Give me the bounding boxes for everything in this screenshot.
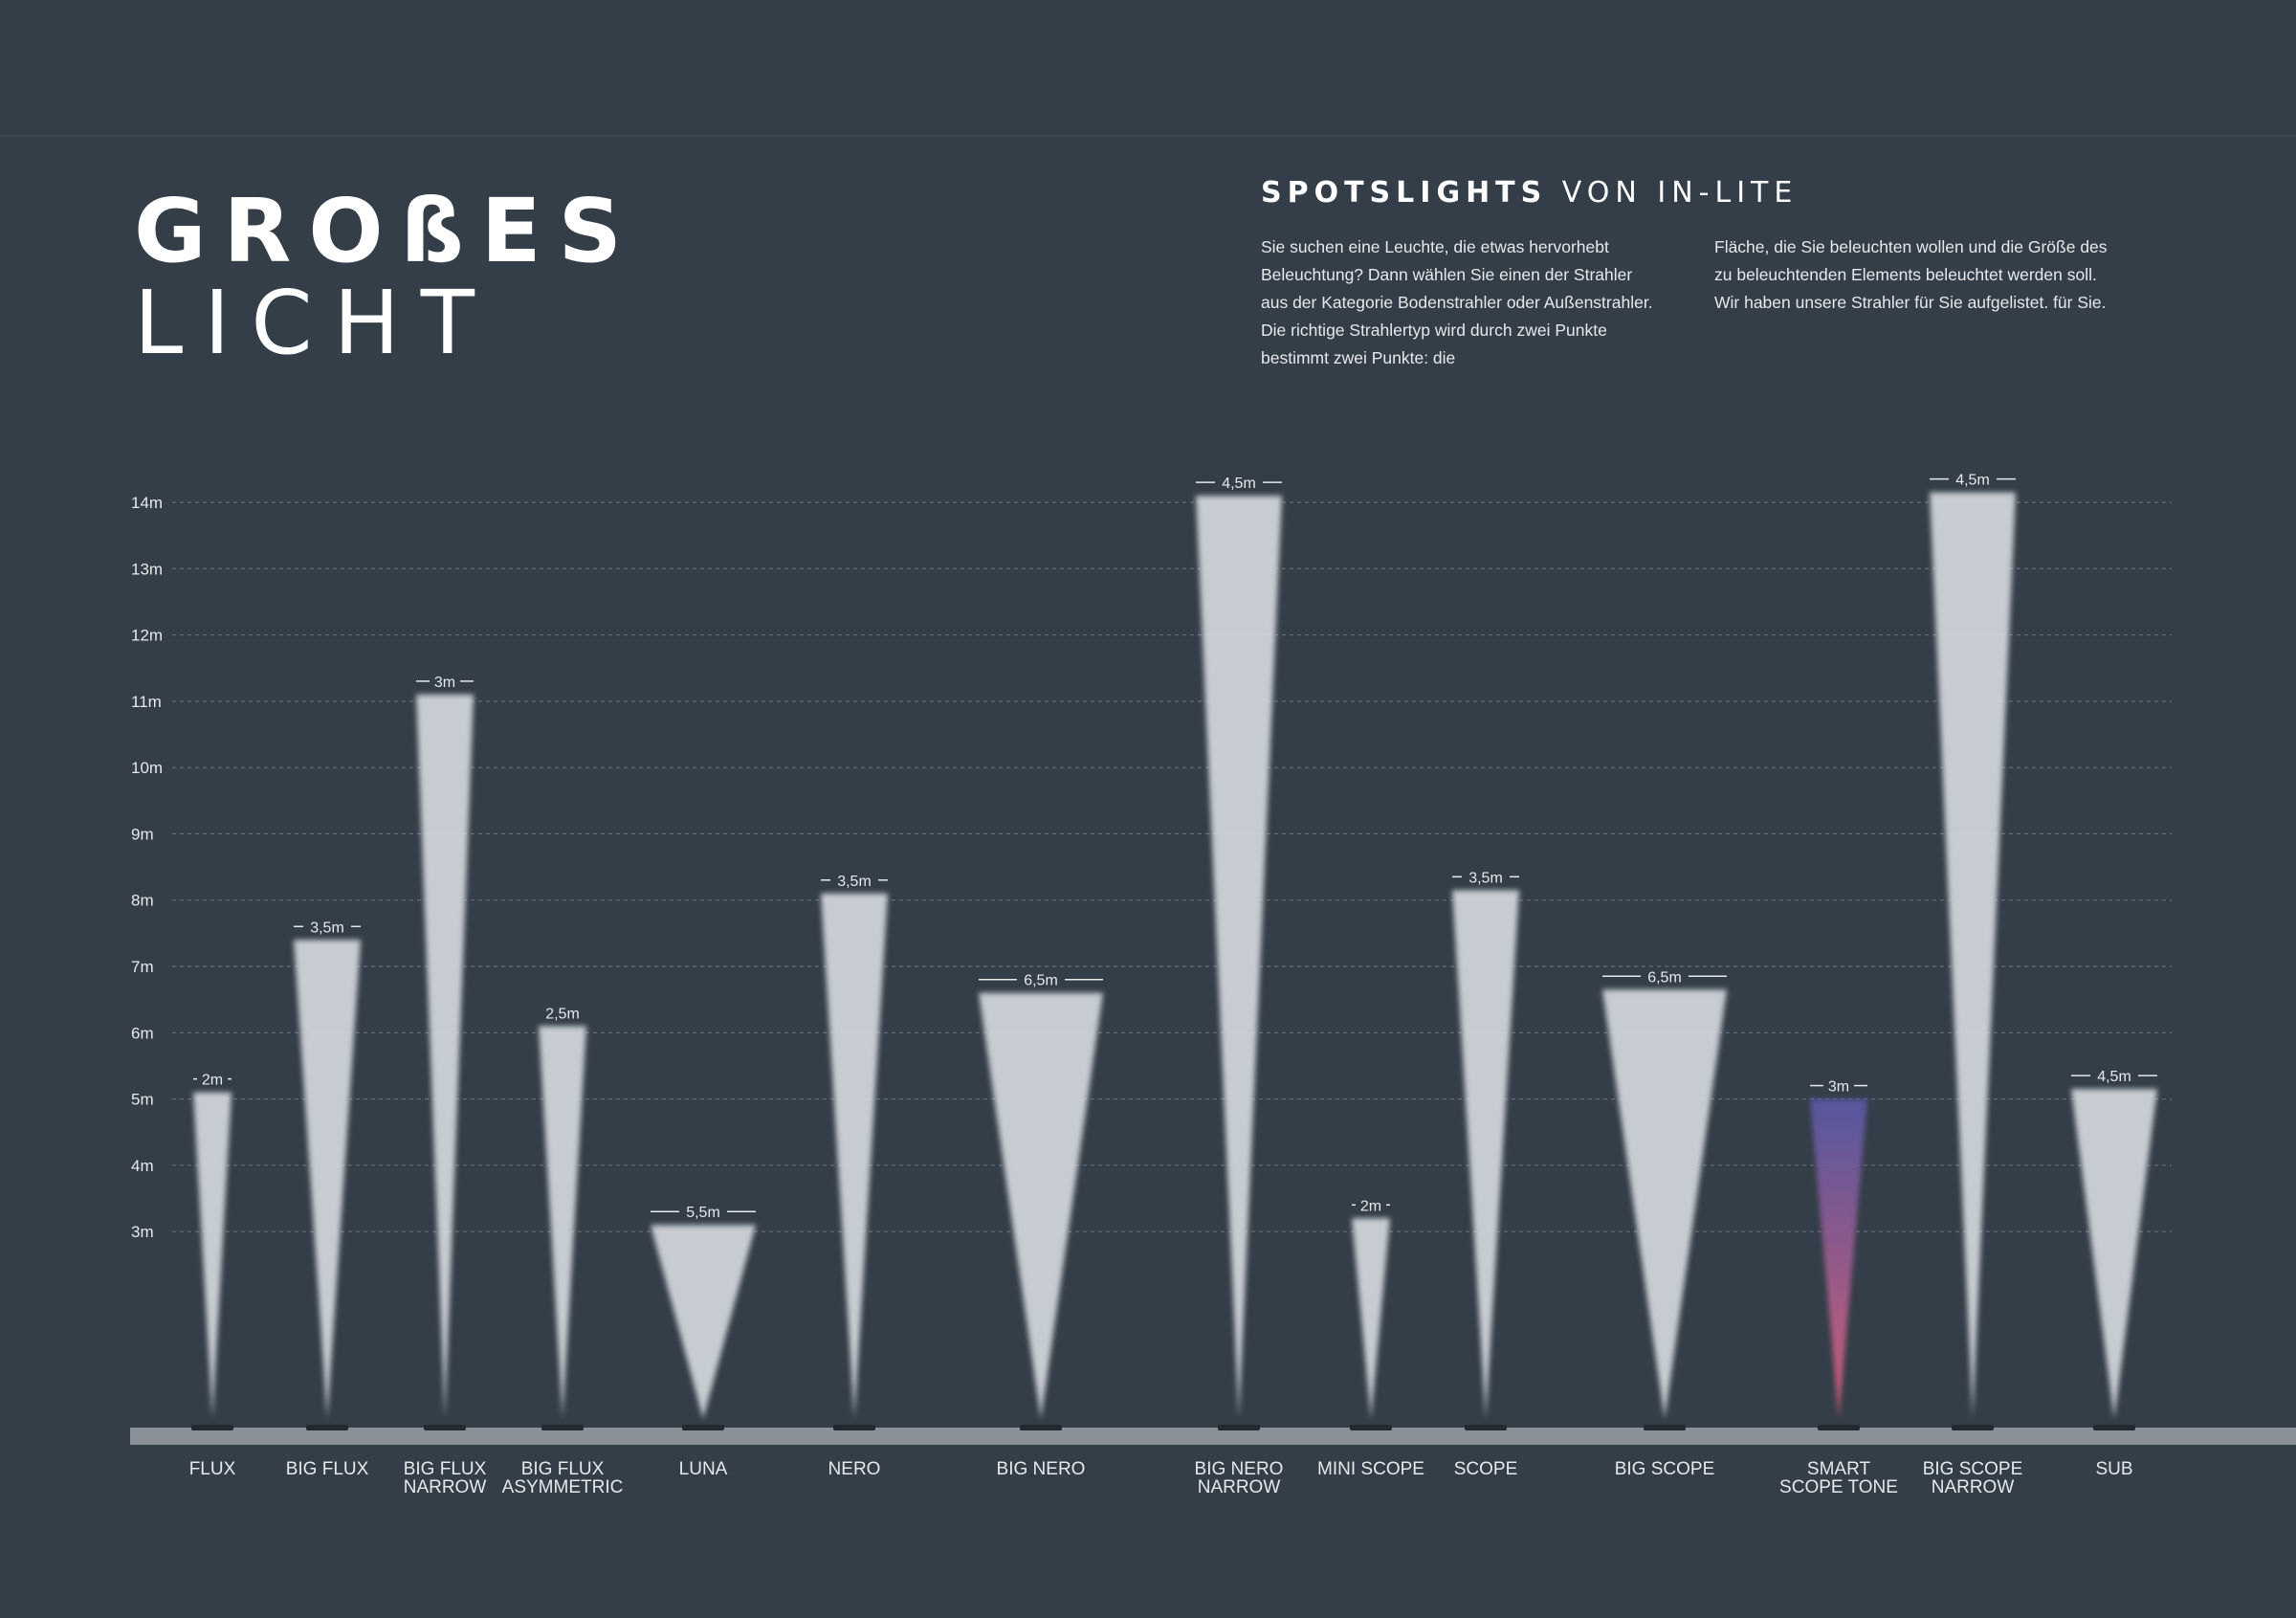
y-tick-label: 8m — [131, 892, 154, 910]
fixture-12 — [1952, 1425, 1994, 1430]
intro-column-2: Fläche, die Sie beleuchten wollen und di… — [1714, 237, 2108, 312]
y-tick-label: 11m — [131, 693, 162, 711]
title-line-1: GROßES — [134, 180, 639, 282]
product-name: LUNA — [679, 1459, 728, 1479]
beam-9 — [1452, 890, 1519, 1419]
product-name: NERO — [828, 1459, 881, 1479]
product-name: NARROW — [404, 1477, 487, 1497]
fixture-2 — [424, 1425, 466, 1430]
y-tick-label: 10m — [131, 759, 163, 777]
beam-2 — [416, 694, 474, 1419]
fixture-4 — [682, 1425, 724, 1430]
y-tick-label: 5m — [131, 1091, 154, 1109]
fixture-1 — [306, 1425, 348, 1430]
heading-bold: SPOTSLIGHTS — [1261, 176, 1548, 210]
width-label: 4,5m — [1955, 473, 1990, 489]
product-name: ASYMMETRIC — [502, 1477, 624, 1497]
width-label: 3m — [1828, 1079, 1849, 1096]
width-label: 2m — [1360, 1198, 1381, 1214]
fixture-13 — [2093, 1425, 2135, 1430]
width-label: 4,5m — [1222, 476, 1256, 492]
product-name: SUB — [2095, 1459, 2132, 1479]
fixture-3 — [541, 1425, 584, 1430]
width-label: 2,5m — [545, 1006, 580, 1022]
product-name: BIG NERO — [997, 1459, 1086, 1479]
width-label: 5,5m — [686, 1205, 720, 1221]
beam-4 — [651, 1225, 756, 1419]
heading-rest: VON IN-LITE — [1561, 176, 1799, 210]
y-tick-label: 6m — [131, 1024, 154, 1042]
y-tick-label: 13m — [131, 560, 163, 578]
beam-1 — [294, 940, 361, 1419]
width-label: 4,5m — [2097, 1069, 2131, 1085]
product-name: NARROW — [1932, 1477, 2015, 1497]
intro-column-1: Sie suchen eine Leuchte, die etwas hervo… — [1261, 237, 1653, 367]
width-label: 2m — [202, 1073, 223, 1089]
product-name: SCOPE TONE — [1779, 1477, 1898, 1497]
width-label: 6,5m — [1024, 973, 1058, 989]
y-tick-label: 14m — [131, 494, 163, 512]
beam-8 — [1352, 1218, 1390, 1419]
width-label: 3,5m — [1468, 870, 1503, 886]
product-name: SMART — [1807, 1459, 1871, 1479]
fixture-10 — [1644, 1425, 1686, 1430]
beam-11 — [1810, 1098, 1867, 1419]
product-name: BIG SCOPE — [1615, 1459, 1715, 1479]
beam-6 — [979, 992, 1103, 1419]
product-name: BIG FLUX — [521, 1459, 605, 1479]
page-title: GROßES LICHT — [134, 188, 639, 367]
beam-10 — [1602, 989, 1727, 1419]
width-label: 6,5m — [1647, 969, 1682, 986]
beam-0 — [193, 1092, 232, 1419]
section-heading: SPOTSLIGHTS VON IN-LITE — [1261, 176, 1798, 210]
beam-7 — [1196, 496, 1282, 1419]
y-tick-label: 3m — [131, 1223, 154, 1241]
fixture-8 — [1350, 1425, 1392, 1430]
product-name: FLUX — [189, 1459, 236, 1479]
ground-strip — [130, 1428, 2296, 1445]
product-name: BIG NERO — [1195, 1459, 1284, 1479]
top-band — [0, 0, 2296, 137]
width-label: 3m — [434, 675, 455, 691]
y-tick-label: 12m — [131, 627, 163, 645]
beam-12 — [1930, 492, 2016, 1419]
fixture-5 — [833, 1425, 875, 1430]
beam-5 — [821, 893, 888, 1419]
fixture-9 — [1465, 1425, 1507, 1430]
product-name: NARROW — [1198, 1477, 1281, 1497]
product-name: BIG SCOPE — [1923, 1459, 2023, 1479]
fixture-11 — [1818, 1425, 1860, 1430]
width-label: 3,5m — [310, 920, 344, 936]
fixture-0 — [191, 1425, 233, 1430]
fixture-7 — [1218, 1425, 1260, 1430]
width-label: 3,5m — [837, 874, 872, 890]
product-name: SCOPE — [1454, 1459, 1518, 1479]
beam-3 — [539, 1026, 586, 1419]
product-name: MINI SCOPE — [1317, 1459, 1424, 1479]
y-tick-label: 7m — [131, 958, 154, 976]
title-line-2: LICHT — [134, 272, 497, 374]
y-tick-label: 9m — [131, 825, 154, 843]
fixture-6 — [1020, 1425, 1062, 1430]
y-tick-label: 4m — [131, 1157, 154, 1175]
product-name: BIG FLUX — [404, 1459, 487, 1479]
beam-13 — [2071, 1089, 2157, 1419]
product-name: BIG FLUX — [286, 1459, 369, 1479]
